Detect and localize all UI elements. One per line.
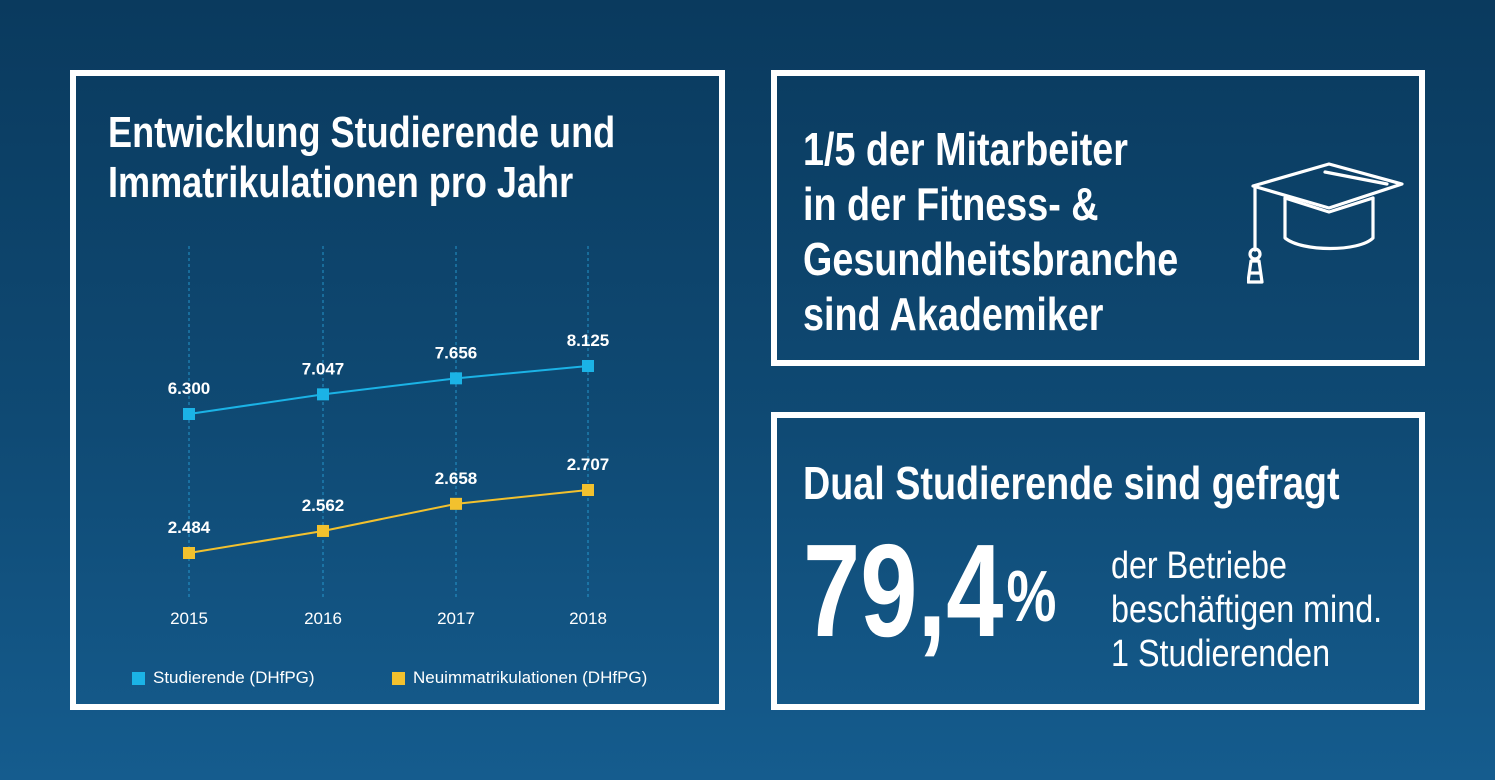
data-label-neuimmatrikulationen-2018: 2.707 bbox=[567, 455, 610, 474]
data-point-neuimmatrikulationen-2017 bbox=[450, 497, 462, 510]
series-line-neuimmatrikulationen bbox=[188, 489, 589, 554]
big-percentage-value: 79,4 bbox=[803, 517, 1004, 664]
percent-sign: % bbox=[1006, 557, 1057, 637]
data-label-neuimmatrikulationen-2016: 2.562 bbox=[302, 496, 345, 515]
graduation-cap-icon bbox=[1247, 162, 1404, 284]
data-point-studierende-2015 bbox=[183, 408, 195, 420]
data-label-studierende-2016: 7.047 bbox=[302, 359, 345, 378]
legend-label-studierende: Studierende (DHfPG) bbox=[153, 668, 315, 687]
legend-label-neuimmatrikulationen: Neuimmatrikulationen (DHfPG) bbox=[413, 668, 648, 687]
data-point-neuimmatrikulationen-2018 bbox=[582, 484, 594, 496]
x-tick-label-2016: 2016 bbox=[304, 609, 342, 628]
fact-line-3: Gesundheitsbranche bbox=[803, 233, 1179, 285]
chart-title-line-1: Entwicklung Studierende und bbox=[108, 108, 616, 157]
data-point-neuimmatrikulationen-2015 bbox=[183, 547, 195, 559]
data-label-studierende-2015: 6.300 bbox=[168, 379, 211, 398]
chart-title-line-2: Immatrikulationen pro Jahr bbox=[108, 158, 574, 207]
big-percentage: 79,4% bbox=[803, 525, 1057, 657]
fact-line-2: in der Fitness- & bbox=[803, 178, 1099, 230]
dual-subtext-line-3: 1 Studierenden bbox=[1111, 633, 1331, 675]
data-point-studierende-2017 bbox=[450, 372, 462, 385]
line-chart: 2015 2016 2017 2018 6.300 7.047 7.656 8.125 2.48… bbox=[168, 246, 610, 628]
legend-item-neuimmatrikulationen: Neuimmatrikulationen (DHfPG) bbox=[392, 668, 647, 688]
data-point-studierende-2016 bbox=[317, 388, 329, 401]
data-point-neuimmatrikulationen-2016 bbox=[317, 524, 329, 537]
data-point-studierende-2018 bbox=[582, 360, 594, 372]
legend-swatch-neuimmatrikulationen bbox=[392, 671, 405, 685]
fact-text: 1/5 der Mitarbeiter in der Fitness- & Ge… bbox=[803, 122, 1178, 342]
x-tick-label-2018: 2018 bbox=[569, 609, 607, 628]
data-label-studierende-2018: 8.125 bbox=[567, 331, 610, 350]
dual-panel: Dual Studierende sind gefragt 79,4% der … bbox=[771, 412, 1425, 710]
data-label-studierende-2017: 7.656 bbox=[435, 343, 478, 362]
dual-subtext-line-2: beschäftigen mind. bbox=[1111, 589, 1383, 631]
x-tick-label-2017: 2017 bbox=[437, 609, 475, 628]
chart-panel: Entwicklung Studierende und Immatrikulat… bbox=[70, 70, 725, 710]
fact-panel: 1/5 der Mitarbeiter in der Fitness- & Ge… bbox=[771, 70, 1425, 366]
dual-title: Dual Studierende sind gefragt bbox=[803, 457, 1340, 509]
series-line-studierende bbox=[188, 365, 589, 415]
dual-subtext: der Betriebe beschäftigen mind. 1 Studie… bbox=[1111, 544, 1382, 676]
data-label-neuimmatrikulationen-2017: 2.658 bbox=[435, 469, 478, 488]
data-label-neuimmatrikulationen-2015: 2.484 bbox=[168, 518, 211, 537]
legend-item-studierende: Studierende (DHfPG) bbox=[132, 668, 315, 688]
fact-line-1: 1/5 der Mitarbeiter bbox=[803, 123, 1128, 175]
chart-title: Entwicklung Studierende und Immatrikulat… bbox=[108, 108, 615, 208]
fact-line-4: sind Akademiker bbox=[803, 288, 1104, 340]
dual-subtext-line-1: der Betriebe bbox=[1111, 545, 1287, 587]
x-tick-label-2015: 2015 bbox=[170, 609, 208, 628]
legend-swatch-studierende bbox=[132, 671, 145, 685]
